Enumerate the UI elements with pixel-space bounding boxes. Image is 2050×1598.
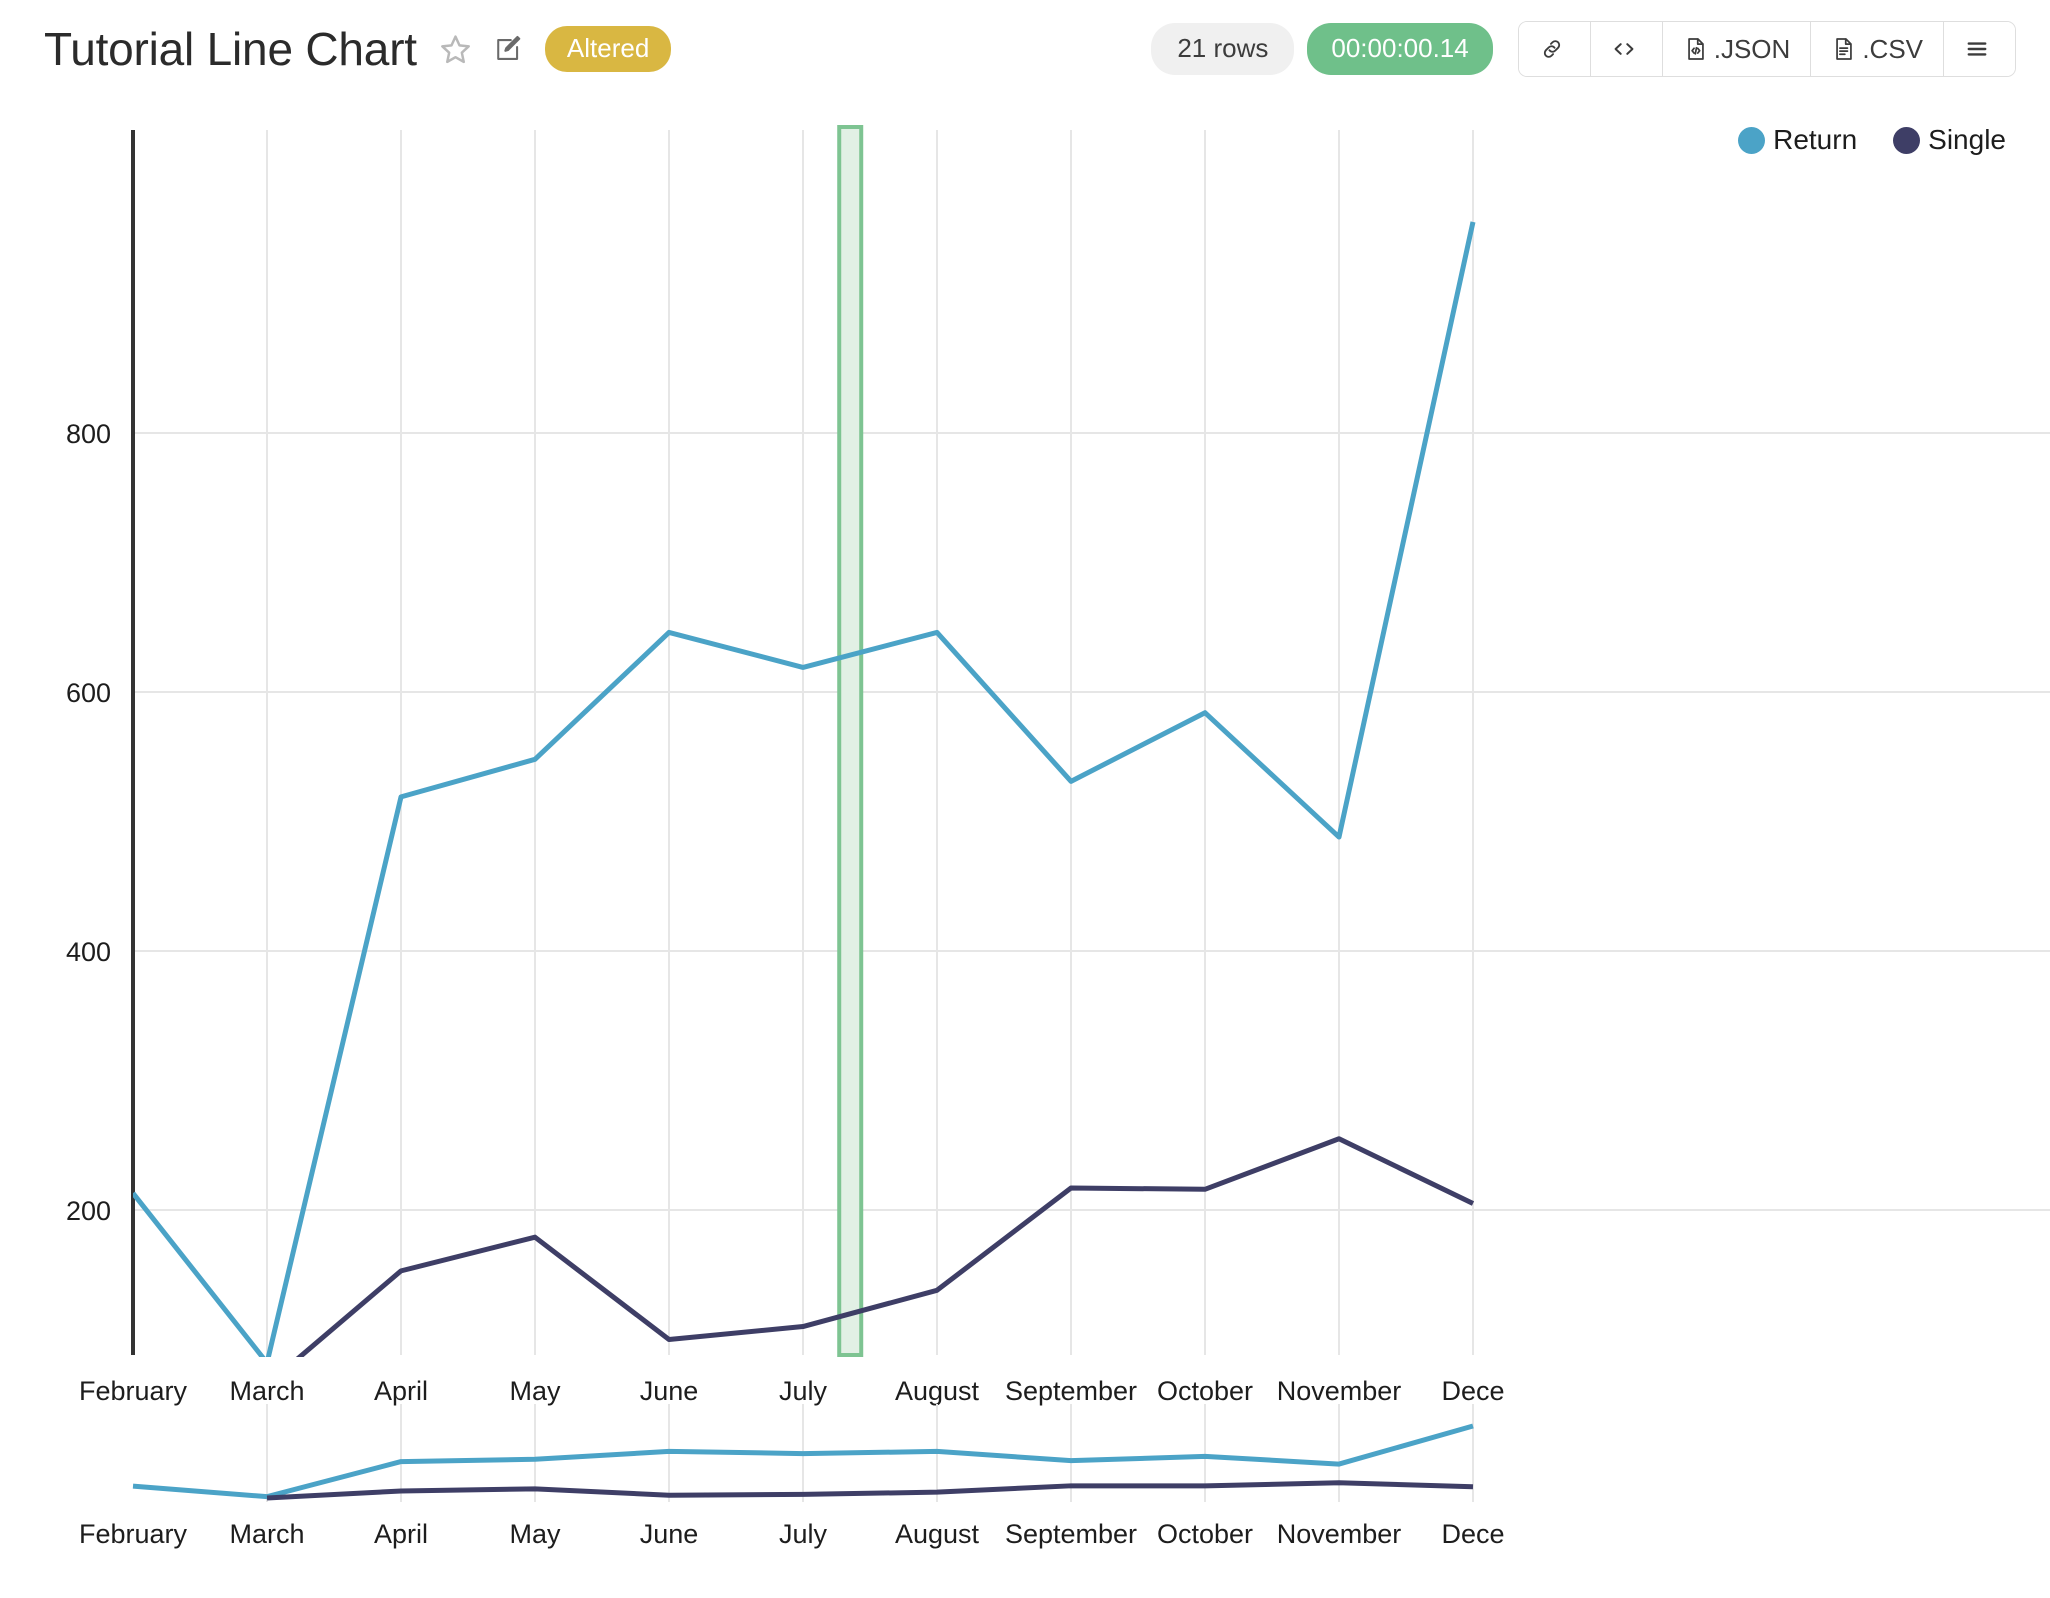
brush-x-axis-tick-label: October — [1157, 1519, 1253, 1549]
legend-item-return[interactable]: Return — [1738, 126, 1857, 154]
x-axis-tick-label: August — [895, 1376, 980, 1406]
row-count-badge: 21 rows — [1151, 23, 1295, 75]
brush-x-axis-tick-label: February — [79, 1519, 188, 1549]
line-chart-plot[interactable]: 200 400 600 800 February March April May June Jul… — [0, 98, 2050, 1598]
brush-x-axis-tick-label: July — [779, 1519, 828, 1549]
brush-x-axis-tick-label: November — [1277, 1519, 1402, 1549]
y-axis-tick-label: 800 — [66, 419, 111, 449]
x-axis-tick-label: April — [374, 1376, 428, 1406]
status-badge: Altered — [544, 26, 672, 72]
x-axis-tick-label: May — [509, 1376, 561, 1406]
page-title: Tutorial Line Chart — [44, 23, 417, 75]
embed-button[interactable] — [1589, 22, 1662, 76]
brush-x-axis-tick-label: April — [374, 1519, 428, 1549]
legend-swatch-return — [1738, 126, 1766, 154]
json-button-label: .JSON — [1713, 34, 1791, 64]
x-axis-tick-label: February — [79, 1376, 188, 1406]
brush-series-line-single — [266, 1480, 1474, 1501]
header-actions: 21 rows 00:00:00.14 — [1151, 21, 2016, 77]
legend-label-single: Single — [1928, 124, 2006, 155]
brush-x-axis-tick-label: March — [229, 1519, 304, 1549]
series-line-return — [133, 221, 1476, 1357]
toolbar-button-group: .JSON .CSV — [1517, 21, 2016, 77]
execution-timer-badge: 00:00:00.14 — [1307, 23, 1493, 75]
brush-series-line-return — [132, 1423, 1474, 1500]
csv-button-label: .CSV — [1862, 34, 1923, 64]
selection-band — [837, 125, 864, 1357]
menu-button[interactable] — [1943, 22, 2015, 76]
x-axis-tick-label: July — [779, 1376, 828, 1406]
series-line-single — [295, 1136, 1475, 1357]
x-axis-tick-label: Dece — [1441, 1376, 1504, 1406]
title-group: Tutorial Line Chart Altered — [44, 22, 672, 76]
x-axis-tick-label: March — [229, 1376, 304, 1406]
brush-x-axis-tick-label: May — [509, 1519, 561, 1549]
chart-container: Return Single 200 400 600 800 February March A… — [0, 98, 2050, 1598]
brush-x-axis-tick-label: September — [1005, 1519, 1137, 1549]
brush-x-axis-tick-label: August — [895, 1519, 980, 1549]
brush-x-axis-tick-label: Dece — [1441, 1519, 1504, 1549]
legend-item-single[interactable]: Single — [1893, 126, 2006, 154]
star-icon[interactable] — [439, 33, 472, 66]
x-axis-tick-label: October — [1157, 1376, 1253, 1406]
x-axis-tick-label: November — [1277, 1376, 1402, 1406]
x-axis-tick-label: September — [1005, 1376, 1137, 1406]
chart-legend: Return Single — [1738, 126, 2006, 154]
link-button[interactable] — [1518, 22, 1590, 76]
csv-button[interactable]: .CSV — [1810, 22, 1943, 76]
y-axis-tick-label: 600 — [66, 678, 111, 708]
legend-swatch-single — [1893, 126, 1921, 154]
legend-label-return: Return — [1773, 124, 1858, 155]
app-header: Tutorial Line Chart Altered 21 rows 00:0… — [0, 0, 2050, 98]
x-axis-tick-label: June — [640, 1376, 699, 1406]
brush-x-axis-tick-label: June — [640, 1519, 699, 1549]
json-button[interactable]: .JSON — [1661, 22, 1811, 76]
y-axis-tick-label: 200 — [66, 1196, 111, 1226]
y-axis-tick-label: 400 — [66, 937, 111, 967]
edit-icon[interactable] — [494, 35, 523, 64]
